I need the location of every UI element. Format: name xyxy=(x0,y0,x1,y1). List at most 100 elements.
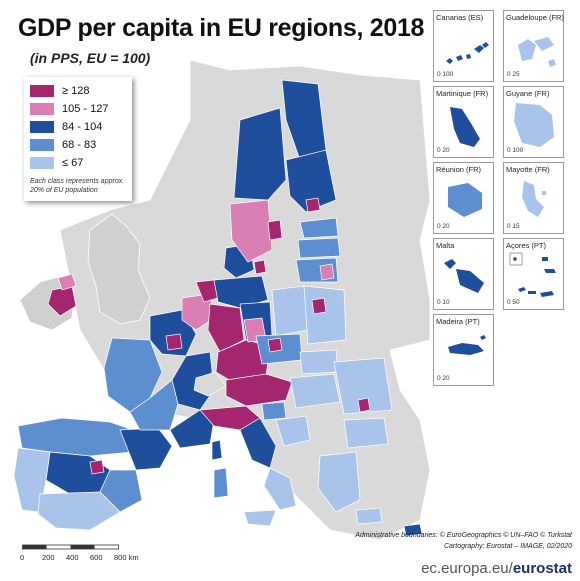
region-austria xyxy=(225,373,293,407)
footer-site: ec.europa.eu/ xyxy=(421,560,513,577)
map-subtitle: (in PPS, EU = 100) xyxy=(30,50,151,66)
region-helsinki xyxy=(305,197,321,213)
region-iberia-center xyxy=(45,451,111,495)
inset-scale: 0 20 xyxy=(437,223,450,230)
region-slovakia xyxy=(299,349,339,375)
inset-shape xyxy=(518,37,556,67)
credit-cartography: Cartography: Eurostat – IMAGE, 02/2020 xyxy=(443,543,572,550)
inset-scale: 0 25 xyxy=(507,71,520,78)
inset-scale: 0 15 xyxy=(507,223,520,230)
region-corsica xyxy=(211,439,223,461)
inset-scale: 0 20 xyxy=(437,147,450,154)
region-iberia-south xyxy=(37,491,121,531)
inset-madeira: Madeira (PT) 0 20 xyxy=(433,314,494,386)
inset-label: Martinique (FR) xyxy=(436,89,489,98)
legend-swatch xyxy=(30,157,54,169)
inset-shape xyxy=(448,183,482,217)
legend-item: 84 - 104 xyxy=(30,119,102,135)
inset-shape xyxy=(444,259,484,293)
region-bulgaria xyxy=(343,417,389,449)
inset-label: Canarias (ES) xyxy=(436,13,484,22)
legend-note: Each class represents approx. 20% of EU … xyxy=(30,178,125,194)
footer-url[interactable]: ec.europa.eu/eurostat xyxy=(421,560,572,577)
inset-scale: 0 100 xyxy=(437,71,454,78)
legend-swatch xyxy=(30,85,54,97)
legend-swatch xyxy=(30,103,54,115)
region-warsaw xyxy=(311,297,327,315)
region-stockholm xyxy=(267,219,283,241)
region-sicily xyxy=(243,509,277,527)
scale-tick: 0 xyxy=(20,553,25,562)
inset-label: Guyane (FR) xyxy=(506,89,550,98)
region-greece xyxy=(317,451,361,513)
region-vilnius xyxy=(319,263,335,281)
region-bucharest xyxy=(357,397,371,413)
scale-tick: 600 xyxy=(90,553,103,562)
footer-brand: eurostat xyxy=(512,560,572,577)
inset-guadeloupe: Guadeloupe (FR) 0 25 xyxy=(503,10,564,82)
inset-guyane: Guyane (FR) 0 100 xyxy=(503,86,564,158)
legend-swatch xyxy=(30,121,54,133)
inset-shape xyxy=(446,42,489,64)
legend-item: 68 - 83 xyxy=(30,137,96,153)
region-prague xyxy=(267,337,283,353)
inset-label: Réunion (FR) xyxy=(436,165,482,174)
legend-item: ≤ 67 xyxy=(30,155,83,171)
inset-shape xyxy=(450,107,480,147)
region-latvia xyxy=(297,237,341,259)
region-iberia-east xyxy=(99,469,143,513)
region-switzerland xyxy=(193,371,227,397)
legend-label: 84 - 104 xyxy=(62,121,103,133)
scale-tick: 800 km xyxy=(114,553,139,562)
inset-scale: 0 20 xyxy=(437,375,450,382)
map-title: GDP per capita in EU regions, 2018 xyxy=(18,14,425,42)
region-hungary xyxy=(289,373,341,409)
eu-regions xyxy=(13,79,423,537)
legend: ≥ 128 105 - 127 84 - 104 68 - 83 ≤ 67 Ea… xyxy=(24,77,132,201)
inset-label: Guadeloupe (FR) xyxy=(506,13,564,22)
inset-canarias: Canarias (ES) 0 100 xyxy=(433,10,494,82)
region-poland-west xyxy=(271,285,309,337)
region-croatia xyxy=(275,415,311,447)
region-greek-islands xyxy=(355,507,383,525)
inset-acores: Açores (PT) 0 50 xyxy=(503,238,564,310)
region-sweden-north xyxy=(233,107,287,201)
inset-scale: 0 50 xyxy=(507,299,520,306)
region-madrid xyxy=(89,459,105,475)
legend-label: 68 - 83 xyxy=(62,139,97,151)
inset-shape xyxy=(522,181,546,217)
region-italy-center xyxy=(239,417,277,469)
legend-item: 105 - 127 xyxy=(30,101,108,117)
region-poland-east xyxy=(303,285,347,345)
inset-shape xyxy=(514,103,554,147)
region-romania xyxy=(333,357,393,415)
legend-label: 105 - 127 xyxy=(62,103,109,115)
region-estonia xyxy=(299,217,339,239)
inset-label: Mayotte (FR) xyxy=(506,165,550,174)
region-sardinia xyxy=(213,467,229,499)
region-ireland-north xyxy=(57,273,77,291)
inset-martinique: Martinique (FR) 0 20 xyxy=(433,86,494,158)
legend-label: ≤ 67 xyxy=(62,157,84,169)
inset-mayotte: Mayotte (FR) 0 15 xyxy=(503,162,564,234)
legend-label: ≥ 128 xyxy=(62,85,90,97)
region-italy-south xyxy=(263,467,297,511)
scale-bar: 0 200 400 600 800 km xyxy=(20,543,142,565)
legend-swatch xyxy=(30,139,54,151)
scale-tick: 200 xyxy=(42,553,55,562)
region-copenhagen xyxy=(253,259,267,275)
inset-shape xyxy=(509,252,556,297)
inset-shape xyxy=(448,335,486,355)
region-france-southeast xyxy=(169,409,215,449)
credit-boundaries: Administrative boundaries: © EuroGeograp… xyxy=(355,532,572,539)
region-finland-south xyxy=(285,149,337,213)
inset-label: Açores (PT) xyxy=(506,241,547,250)
inset-scale: 0 10 xyxy=(437,299,450,306)
legend-item: ≥ 128 xyxy=(30,83,89,99)
scale-tick: 400 xyxy=(66,553,79,562)
scale-bar-graphic xyxy=(22,544,119,550)
region-sweden-south xyxy=(229,199,273,263)
region-slovenia xyxy=(261,401,287,421)
inset-reunion: Réunion (FR) 0 20 xyxy=(433,162,494,234)
